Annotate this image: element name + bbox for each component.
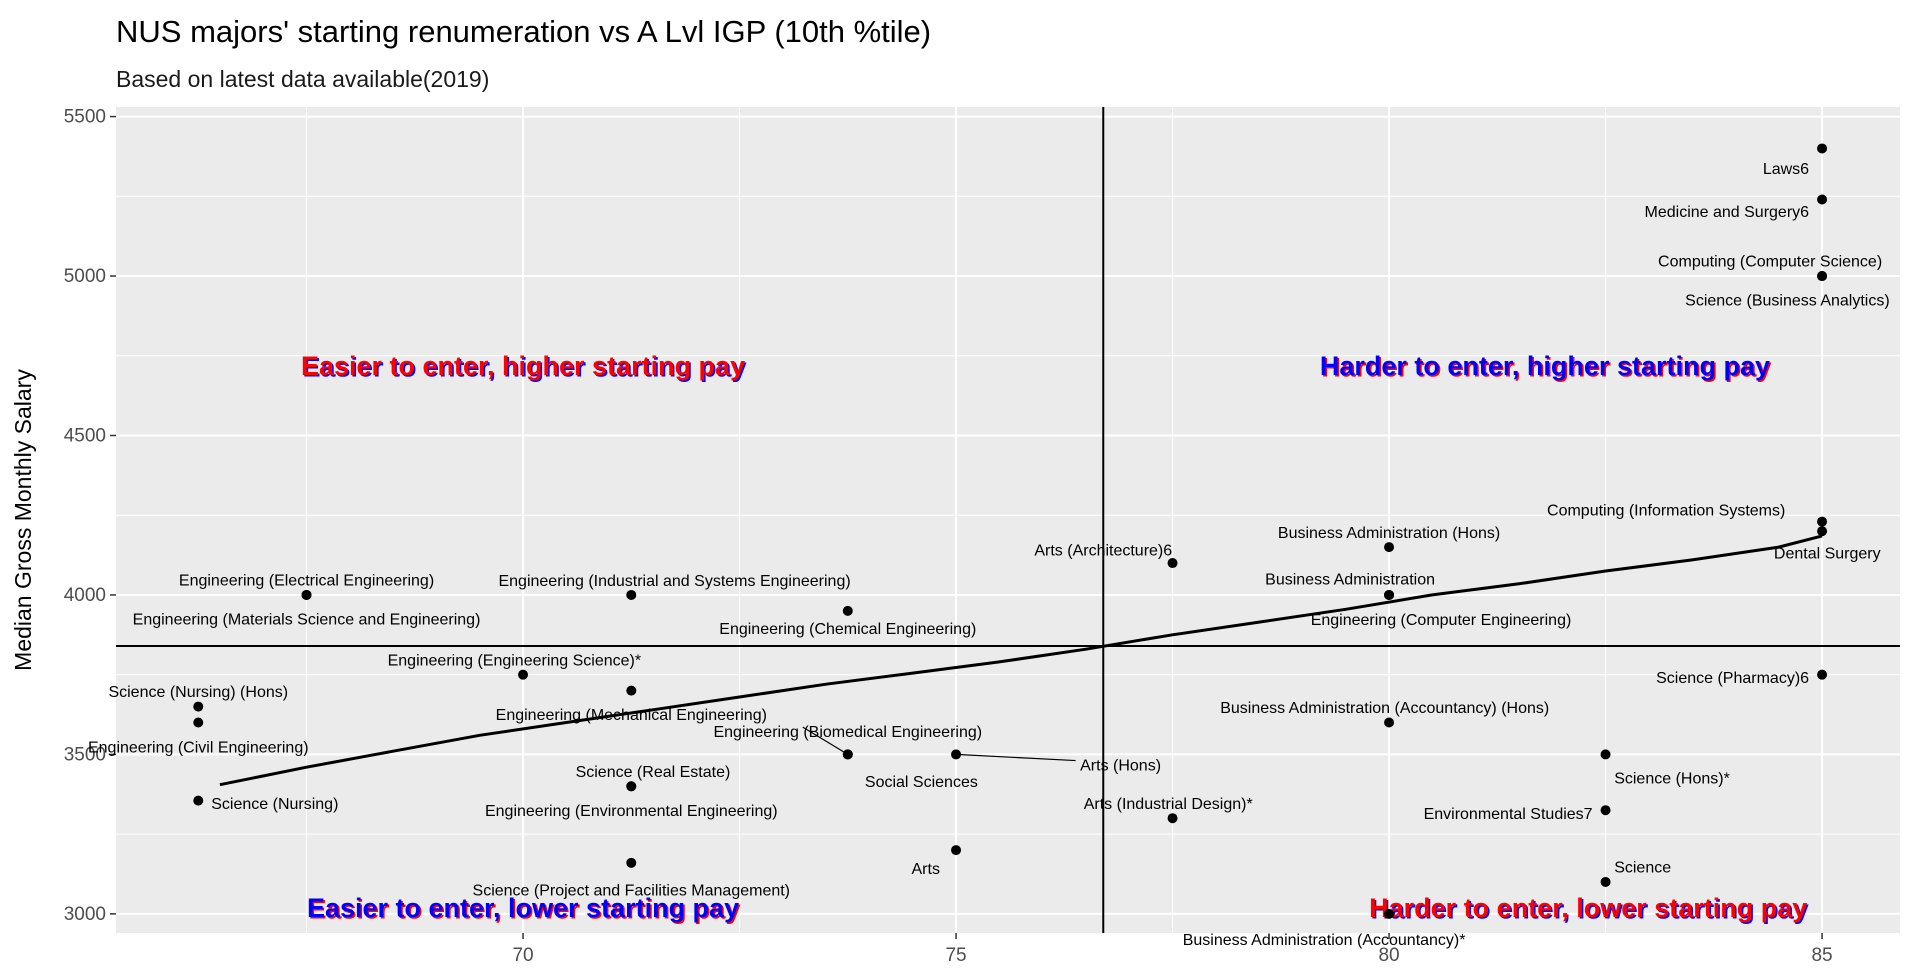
quadrant-label: Easier to enter, lower starting pay bbox=[307, 893, 739, 923]
data-point bbox=[193, 717, 204, 728]
quadrant-label-shadow: Harder to enter, higher starting pay bbox=[1321, 352, 1771, 382]
point-label: Engineering (Industrial and Systems Engi… bbox=[498, 573, 850, 590]
point-label: Science (Nursing) (Hons) bbox=[108, 684, 288, 701]
point-label: Engineering (Environmental Engineering) bbox=[485, 803, 778, 820]
data-point bbox=[1167, 558, 1178, 569]
data-point bbox=[1817, 143, 1828, 154]
quadrant-label-shadow: Easier to enter, lower starting pay bbox=[308, 895, 740, 925]
data-points bbox=[193, 143, 1828, 919]
minor-gridlines bbox=[116, 107, 1900, 933]
y-tick-label: 4500 bbox=[64, 425, 106, 446]
point-label: Business Administration (Accountancy)* bbox=[1183, 932, 1466, 949]
point-label: Engineering (Materials Science and Engin… bbox=[133, 612, 481, 629]
quadrant-label: Harder to enter, higher starting pay bbox=[1320, 351, 1770, 381]
point-label: Science bbox=[1614, 860, 1671, 877]
y-tick-label: 3000 bbox=[64, 904, 106, 925]
chart-subtitle: Based on latest data available(2019) bbox=[116, 66, 490, 92]
data-point bbox=[1817, 194, 1828, 205]
point-label: Science (Business Analytics) bbox=[1685, 293, 1890, 310]
quadrant-labels: Easier to enter, higher starting pay Easi… bbox=[301, 351, 1809, 925]
point-label: Science (Nursing) bbox=[211, 796, 338, 813]
point-label: Business Administration (Hons) bbox=[1278, 525, 1500, 542]
data-point bbox=[1600, 876, 1611, 887]
quadrant-label-shadow: Harder to enter, lower starting pay bbox=[1371, 895, 1809, 925]
data-point bbox=[1384, 589, 1395, 600]
data-point bbox=[1384, 717, 1395, 728]
y-tick-label: 5000 bbox=[64, 266, 106, 287]
data-point bbox=[1600, 805, 1611, 816]
data-point bbox=[1384, 908, 1395, 919]
data-point bbox=[1600, 749, 1611, 760]
point-label: Engineering (Biomedical Engineering) bbox=[713, 724, 982, 741]
point-label: Computing (Information Systems) bbox=[1547, 502, 1785, 519]
trend-line bbox=[219, 534, 1823, 787]
point-label: Engineering (Computer Engineering) bbox=[1311, 612, 1572, 629]
point-label: Science (Pharmacy)6 bbox=[1656, 670, 1809, 687]
point-label: Engineering (Engineering Science)* bbox=[388, 652, 642, 669]
plot-panel bbox=[116, 107, 1900, 933]
point-label: Computing (Computer Science) bbox=[1658, 254, 1882, 271]
point-label: Engineering (Civil Engineering) bbox=[88, 739, 309, 756]
point-label: Arts (Industrial Design)* bbox=[1084, 796, 1253, 813]
point-label: Engineering (Electrical Engineering) bbox=[179, 573, 434, 590]
data-point bbox=[626, 857, 637, 868]
point-label: Medicine and Surgery6 bbox=[1645, 204, 1810, 221]
data-point bbox=[626, 781, 637, 792]
point-label: Business Administration (Accountancy) (H… bbox=[1220, 700, 1549, 717]
point-label: Arts (Hons) bbox=[1080, 758, 1161, 775]
chart-title: NUS majors' starting renumeration vs A L… bbox=[116, 14, 932, 49]
data-point bbox=[1817, 669, 1828, 680]
data-point bbox=[193, 795, 204, 806]
data-point bbox=[1817, 271, 1828, 282]
y-tick-label: 4000 bbox=[64, 585, 106, 606]
data-point bbox=[842, 605, 853, 616]
data-point bbox=[951, 845, 962, 856]
data-point bbox=[951, 749, 962, 760]
x-tick-label: 75 bbox=[945, 945, 966, 966]
x-axis-ticks: 70 75 80 85 bbox=[512, 933, 1833, 966]
point-labels: Laws6 Medicine and Surgery6 Computing (Com… bbox=[88, 161, 1890, 949]
x-tick-label: 70 bbox=[512, 945, 533, 966]
data-point bbox=[1167, 813, 1178, 824]
point-label: Engineering (Chemical Engineering) bbox=[719, 621, 976, 638]
data-point bbox=[518, 669, 529, 680]
point-label: Environmental Studies7 bbox=[1424, 806, 1593, 823]
label-leader-line bbox=[956, 753, 1076, 762]
point-label: Arts bbox=[912, 861, 940, 878]
y-axis-title: Median Gross Monthly Salary bbox=[10, 369, 36, 671]
point-label: Science (Real Estate) bbox=[576, 764, 731, 781]
data-point bbox=[626, 589, 637, 600]
data-point bbox=[1817, 516, 1828, 527]
y-tick-label: 5500 bbox=[64, 107, 106, 128]
data-point bbox=[193, 701, 204, 712]
point-label: Business Administration bbox=[1265, 572, 1435, 589]
x-tick-label: 85 bbox=[1811, 945, 1832, 966]
data-point bbox=[1817, 526, 1828, 537]
label-leader-line bbox=[802, 726, 849, 755]
point-label: Engineering (Mechanical Engineering) bbox=[496, 707, 767, 724]
y-axis-ticks: 3000 3500 4000 4500 5000 5500 bbox=[64, 107, 116, 925]
quadrant-label-shadow: Easier to enter, higher starting pay bbox=[302, 352, 746, 382]
quadrant-label: Harder to enter, lower starting pay bbox=[1369, 893, 1807, 923]
point-label: Laws6 bbox=[1763, 161, 1809, 178]
data-point bbox=[842, 749, 853, 760]
data-point bbox=[301, 589, 312, 600]
data-point bbox=[1384, 542, 1395, 553]
x-tick-label: 80 bbox=[1378, 945, 1399, 966]
point-label: Science (Hons)* bbox=[1614, 770, 1730, 787]
point-label: Social Sciences bbox=[865, 774, 978, 791]
label-leader-lines bbox=[802, 726, 1076, 762]
point-label: Arts (Architecture)6 bbox=[1034, 542, 1172, 559]
quadrant-label: Easier to enter, higher starting pay bbox=[301, 351, 745, 381]
data-point bbox=[626, 685, 637, 696]
point-label: Dental Surgery bbox=[1774, 545, 1881, 562]
y-tick-label: 3500 bbox=[64, 744, 106, 765]
point-label: Science (Project and Facilities Manageme… bbox=[473, 883, 790, 900]
